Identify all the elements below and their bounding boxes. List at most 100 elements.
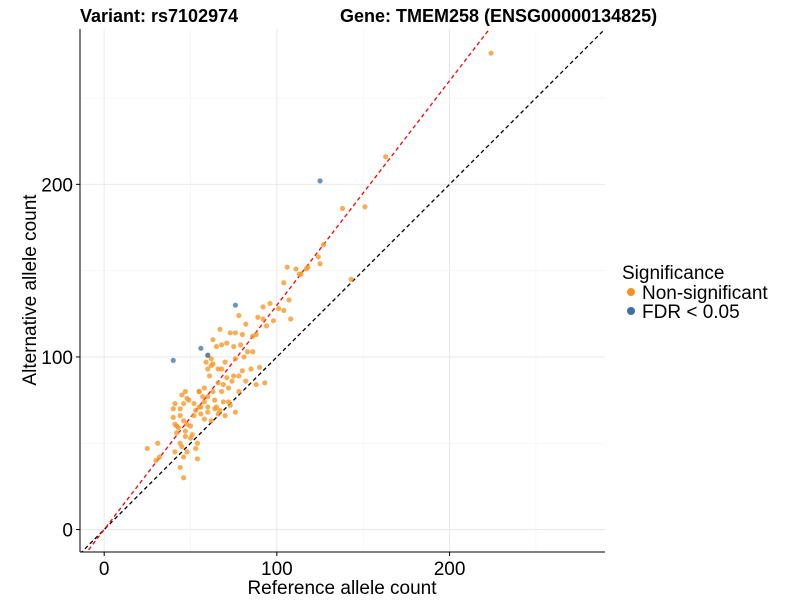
point-non-significant <box>339 205 346 212</box>
point-non-significant <box>201 416 207 422</box>
point-non-significant <box>196 388 202 395</box>
point-non-significant <box>208 362 214 369</box>
point-non-significant <box>172 449 178 455</box>
point-non-significant <box>220 381 226 388</box>
chart-title-gene: Gene: TMEM258 (ENSG00000134825) <box>340 6 657 26</box>
point-non-significant <box>253 381 259 388</box>
point-non-significant <box>236 388 242 395</box>
point-non-significant <box>255 314 261 320</box>
point-non-significant <box>184 449 190 455</box>
point-non-significant <box>170 414 176 420</box>
point-fdr-0-05 <box>317 178 323 184</box>
y-tick-label: 0 <box>62 521 73 542</box>
point-non-significant <box>236 312 242 319</box>
point-non-significant <box>215 366 221 372</box>
data-points <box>144 50 494 481</box>
point-non-significant <box>305 264 311 270</box>
point-non-significant <box>186 397 192 403</box>
point-non-significant <box>225 385 232 391</box>
point-non-significant <box>219 342 225 348</box>
point-non-significant <box>175 425 182 431</box>
point-non-significant <box>172 421 178 427</box>
point-non-significant <box>243 378 249 384</box>
legend-label: FDR < 0.05 <box>642 302 740 323</box>
point-non-significant <box>181 400 187 407</box>
point-non-significant <box>187 435 194 441</box>
point-non-significant <box>198 404 204 410</box>
point-non-significant <box>293 266 299 272</box>
point-non-significant <box>315 254 321 260</box>
legend-title: Significance <box>622 263 724 284</box>
point-non-significant <box>206 373 213 379</box>
point-fdr-0-05 <box>232 302 239 308</box>
point-non-significant <box>144 445 150 452</box>
plot-grid <box>80 29 605 552</box>
y-axis-label: Alternative allele count <box>20 194 41 386</box>
point-fdr-0-05 <box>205 352 211 358</box>
point-non-significant <box>227 330 233 336</box>
point-non-significant <box>224 375 230 381</box>
point-non-significant <box>170 406 176 412</box>
point-non-significant <box>281 280 287 286</box>
x-axis-label: Reference allele count <box>247 578 437 599</box>
point-non-significant <box>232 356 239 362</box>
point-non-significant <box>224 340 230 346</box>
point-non-significant <box>210 388 216 395</box>
point-non-significant <box>488 50 494 56</box>
point-non-significant <box>284 264 290 270</box>
point-non-significant <box>348 276 354 282</box>
point-non-significant <box>241 354 247 360</box>
point-non-significant <box>229 378 235 384</box>
point-non-significant <box>205 404 211 410</box>
point-non-significant <box>250 333 256 339</box>
point-non-significant <box>182 433 188 439</box>
point-non-significant <box>215 411 221 417</box>
point-non-significant <box>155 440 161 446</box>
x-tick-label: 200 <box>434 559 466 580</box>
fitted-line <box>86 29 491 552</box>
point-non-significant <box>220 399 226 405</box>
point-non-significant <box>212 397 218 403</box>
point-non-significant <box>262 380 268 386</box>
point-non-significant <box>181 475 187 481</box>
point-non-significant <box>232 409 239 415</box>
point-non-significant <box>201 385 207 391</box>
point-non-significant <box>238 342 244 348</box>
point-non-significant <box>286 297 292 303</box>
point-non-significant <box>181 454 187 460</box>
point-non-significant <box>222 413 228 419</box>
point-non-significant <box>248 366 254 372</box>
point-non-significant <box>191 413 197 419</box>
point-non-significant <box>194 456 201 462</box>
point-non-significant <box>205 366 211 372</box>
point-non-significant <box>276 306 282 312</box>
legend-swatch <box>627 288 635 296</box>
point-non-significant <box>243 321 249 327</box>
point-non-significant <box>182 428 188 434</box>
point-non-significant <box>215 380 221 386</box>
point-non-significant <box>317 261 323 267</box>
point-non-significant <box>182 388 188 395</box>
point-non-significant <box>383 154 389 160</box>
point-non-significant <box>205 394 211 400</box>
point-non-significant <box>260 316 266 322</box>
point-non-significant <box>227 402 233 408</box>
point-non-significant <box>362 204 368 210</box>
reference-lines <box>80 29 605 552</box>
point-non-significant <box>153 457 159 464</box>
point-non-significant <box>231 343 237 350</box>
point-non-significant <box>288 316 294 322</box>
point-non-significant <box>219 388 225 395</box>
point-non-significant <box>177 413 183 419</box>
point-non-significant <box>263 323 270 329</box>
point-non-significant <box>184 421 190 427</box>
point-non-significant <box>177 464 183 471</box>
point-non-significant <box>244 349 251 355</box>
point-non-significant <box>179 444 185 450</box>
point-non-significant <box>201 399 207 405</box>
point-non-significant <box>236 373 242 379</box>
point-non-significant <box>298 271 304 277</box>
x-tick-label: 100 <box>261 559 293 580</box>
